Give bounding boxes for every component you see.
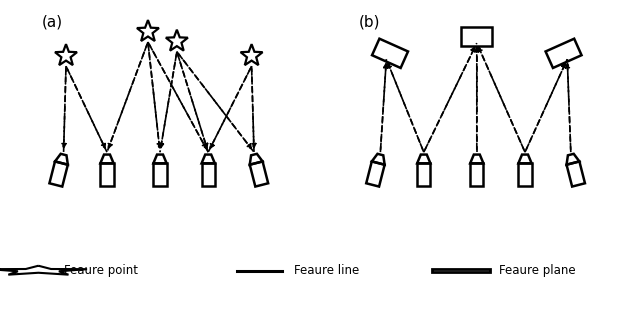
Text: (b): (b)	[358, 15, 380, 30]
Text: Feaure line: Feaure line	[294, 264, 360, 277]
Text: Feaure point: Feaure point	[64, 264, 138, 277]
Text: (a): (a)	[42, 15, 63, 30]
Text: Feaure plane: Feaure plane	[499, 264, 576, 277]
